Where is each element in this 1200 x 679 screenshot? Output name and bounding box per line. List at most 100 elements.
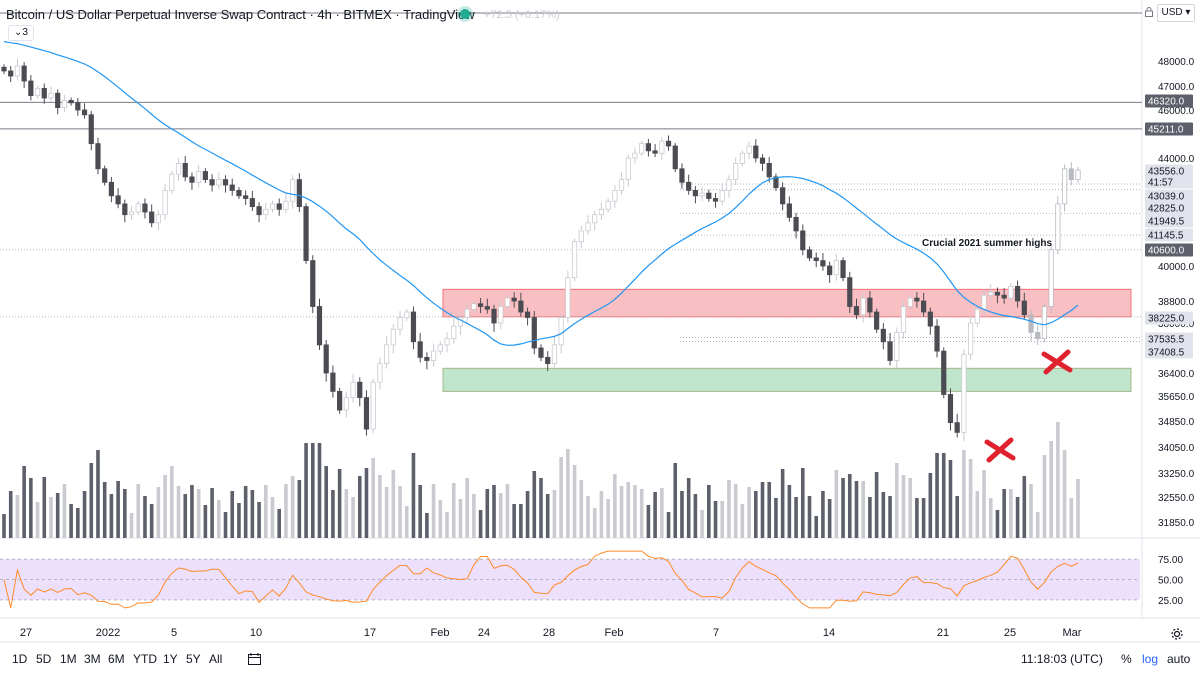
volume-bar — [1069, 498, 1074, 538]
volume-bar — [431, 484, 436, 538]
volume-bar — [304, 443, 308, 538]
volume-bar — [888, 496, 892, 538]
time-axis-label: 17 — [364, 627, 376, 639]
volume-bar — [680, 491, 684, 538]
annotation-label: Crucial 2021 summer highs — [922, 238, 1052, 249]
volume-bar — [364, 468, 369, 538]
volume-bar — [841, 478, 845, 538]
tf-3m[interactable]: 3M — [84, 652, 101, 666]
tf-6m[interactable]: 6M — [108, 652, 125, 666]
price-label-box — [1145, 175, 1193, 189]
tf-ytd[interactable]: YTD — [133, 652, 157, 666]
volume-bar — [96, 450, 100, 538]
volume-bar — [418, 485, 422, 538]
candle-body — [786, 203, 792, 218]
candle-body — [135, 203, 141, 213]
candle-body — [48, 92, 54, 99]
volume-bar — [35, 502, 40, 538]
chevron-down-icon: ⌄ — [14, 27, 23, 38]
date-range-icon[interactable] — [248, 653, 262, 665]
volume-bar — [613, 474, 617, 538]
volume-bar — [881, 492, 886, 538]
volume-bar — [908, 478, 912, 538]
volume-bar — [572, 465, 577, 538]
tf-all[interactable]: All — [209, 652, 223, 666]
percent-scale-toggle[interactable]: % — [1121, 652, 1132, 666]
price-axis-tick: 40000.0 — [1158, 262, 1195, 273]
volume-bar — [948, 460, 953, 538]
candle-body — [61, 100, 68, 109]
candle-body — [827, 265, 833, 276]
candle-body — [759, 157, 766, 164]
candle-body — [538, 347, 544, 358]
candle-body — [753, 145, 759, 159]
log-scale-toggle[interactable]: log — [1142, 652, 1159, 666]
tf-1y[interactable]: 1Y — [163, 652, 178, 666]
volume-bar — [237, 503, 241, 538]
volume-bar — [284, 484, 288, 538]
volume-bar — [217, 500, 221, 538]
indicator-collapse-button[interactable]: ⌄3 — [8, 25, 34, 41]
candle-body — [1, 66, 7, 72]
utc-clock[interactable]: 11:18:03 (UTC) — [1021, 652, 1103, 666]
auto-scale-toggle[interactable]: auto — [1167, 652, 1191, 666]
volume-bar — [143, 496, 147, 538]
symbol-title[interactable]: Bitcoin / US Dollar Perpetual Inverse Sw… — [6, 7, 475, 22]
candle-body — [1028, 314, 1034, 333]
currency-selector[interactable]: USD ▾ — [1157, 4, 1195, 22]
candle-body — [390, 328, 396, 346]
candle-body — [81, 109, 88, 116]
volume-bar — [874, 472, 879, 538]
tf-5d[interactable]: 5D — [36, 652, 52, 666]
tf-1m[interactable]: 1M — [60, 652, 77, 666]
price-label: 37535.5 — [1148, 335, 1185, 346]
volume-bar — [901, 475, 906, 538]
volume-bar — [404, 506, 409, 538]
volume-bar — [988, 498, 993, 538]
indicator-count: 3 — [22, 27, 28, 38]
tf-5y[interactable]: 5Y — [186, 652, 201, 666]
volume-bar — [962, 450, 966, 538]
candle-body — [202, 171, 208, 180]
candle-body — [350, 381, 356, 398]
gear-icon[interactable] — [1170, 627, 1184, 641]
candle-body — [276, 203, 282, 210]
candle-body — [243, 195, 249, 199]
volume-bar — [646, 505, 651, 538]
price-label-box — [1145, 345, 1193, 359]
price-label: 45211.0 — [1148, 125, 1184, 136]
volume-bar — [102, 482, 107, 538]
lock-icon[interactable] — [1145, 7, 1153, 17]
volume-bar — [344, 489, 349, 538]
volume-bar — [498, 493, 503, 538]
volume-bar — [847, 474, 852, 538]
volume-bar — [780, 469, 785, 538]
candle-body — [874, 311, 880, 330]
price-axis-tick: 36400.0 — [1158, 369, 1195, 380]
candle-body — [793, 216, 799, 232]
rsi-axis-lower: 25.00 — [1158, 596, 1183, 607]
price-axis-tick: 34850.0 — [1158, 417, 1195, 428]
volume-bar — [834, 470, 839, 538]
volume-bar — [451, 483, 456, 538]
volume-bar — [586, 496, 590, 538]
candle-body — [1075, 169, 1081, 180]
candle-body — [175, 162, 182, 175]
time-axis-label: Feb — [605, 627, 624, 639]
volume-bar — [69, 504, 73, 538]
volume-bar — [982, 470, 986, 538]
candle-body — [404, 311, 410, 318]
tf-1d[interactable]: 1D — [12, 652, 28, 666]
price-label-box — [1145, 164, 1193, 178]
volume-bar — [2, 514, 6, 538]
volume-bar — [123, 489, 127, 538]
volume-bar — [290, 476, 295, 538]
candle-body — [766, 162, 772, 178]
volume-bar — [438, 500, 443, 538]
candle-body — [800, 230, 806, 251]
volume-bar — [277, 509, 282, 538]
volume-bar — [552, 490, 557, 538]
volume-bar — [250, 490, 255, 538]
